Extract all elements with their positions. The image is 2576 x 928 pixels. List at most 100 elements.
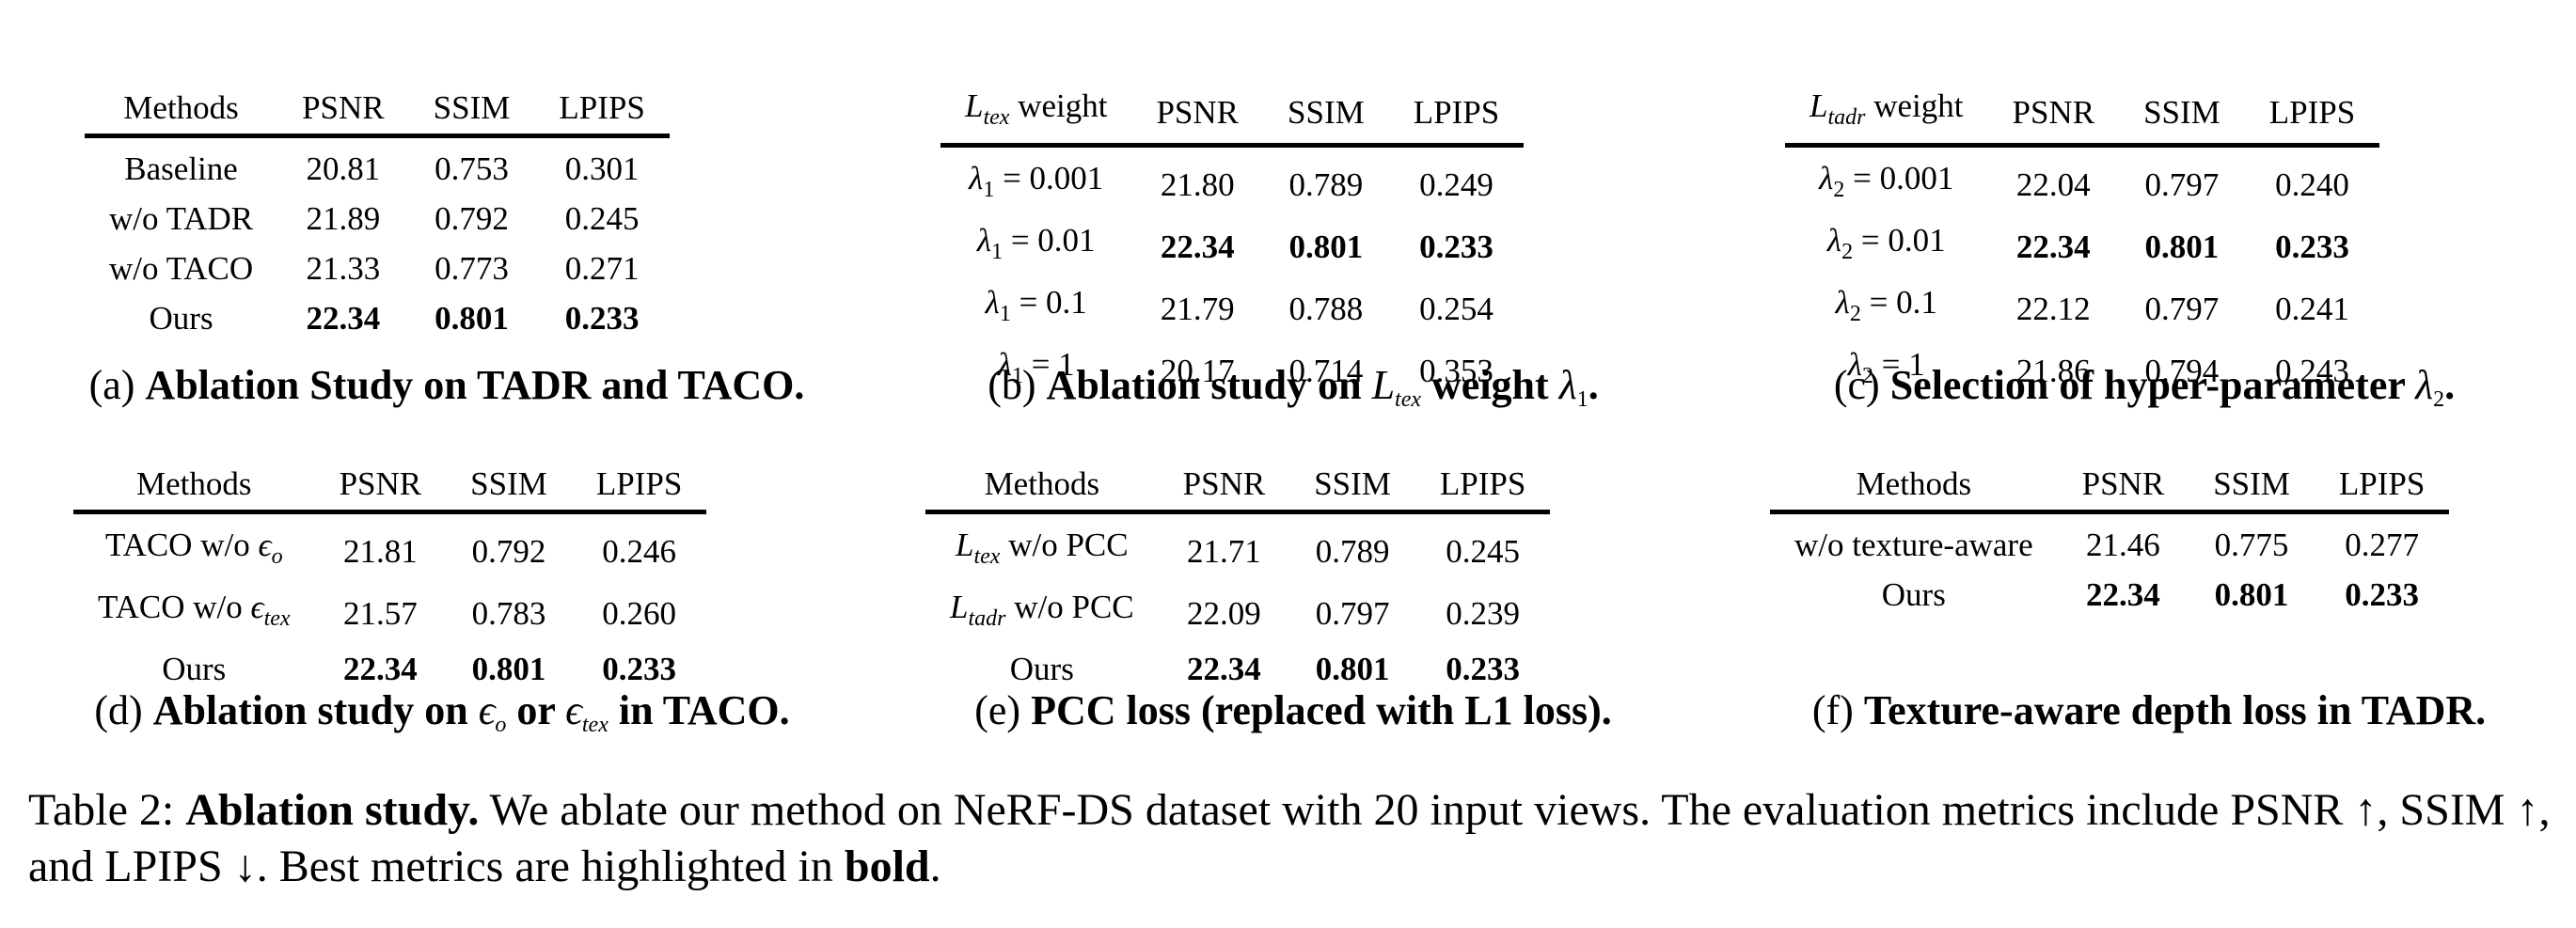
table-row: w/o texture-aware 21.46 0.775 0.277 — [1770, 512, 2449, 571]
psnr-cell: 22.12 — [2015, 290, 2091, 327]
col-header: Methods — [73, 457, 315, 514]
col-header: Ltadr weight — [1785, 81, 1988, 148]
caption-f: (f) Texture-aware depth loss in TADR. — [1811, 687, 2487, 733]
table-row: λ1 = 0.1 21.79 0.788 0.254 — [940, 277, 1524, 339]
lpips-cell: 0.301 — [564, 150, 640, 187]
psnr-cell: 22.34 — [1160, 228, 1235, 265]
col-header: PSNR — [277, 81, 409, 138]
caption-b: (b) Ablation study on Ltex weight λ1. — [988, 362, 1599, 412]
lpips-cell: 0.241 — [2275, 290, 2349, 327]
ssim-cell: 0.801 — [1315, 651, 1390, 687]
psnr-cell: 22.34 — [306, 300, 381, 337]
table-header: Ltadr weight PSNR SSIM LPIPS — [1785, 81, 2380, 148]
table-c: Ltadr weight PSNR SSIM LPIPS λ2 = 0.001 … — [1785, 81, 2380, 401]
table-e: Methods PSNR SSIM LPIPS Ltex w/o PCC 21.… — [925, 457, 1551, 694]
lpips-cell: 0.233 — [564, 300, 640, 337]
lpips-cell: 0.240 — [2275, 165, 2349, 203]
row-label: w/o TADR — [109, 200, 254, 237]
psnr-cell: 22.09 — [1187, 594, 1261, 632]
caption-title: Ablation study. — [185, 785, 480, 835]
psnr-cell: 22.34 — [1187, 651, 1261, 687]
psnr-cell: 20.17 — [1160, 352, 1235, 389]
col-header: Methods — [85, 81, 278, 138]
ssim-cell: 0.797 — [1315, 594, 1390, 632]
psnr-cell: 21.57 — [342, 594, 418, 632]
table-row: Ours 22.34 0.801 0.233 — [73, 644, 706, 694]
row-label: Ltex w/o PCC — [956, 527, 1129, 569]
table-row: Ours 22.34 0.801 0.233 — [85, 293, 670, 343]
lpips-cell: 0.271 — [564, 250, 640, 287]
ssim-cell: 0.714 — [1288, 352, 1364, 389]
table-row: Ltex w/o PCC 21.71 0.789 0.245 — [925, 512, 1550, 583]
row-label: Ours — [162, 651, 227, 687]
col-header: SSIM — [2189, 457, 2315, 514]
ssim-cell: 0.801 — [435, 300, 509, 337]
row-label: λ1 = 0.001 — [969, 160, 1104, 202]
row-label: λ1 = 1 — [997, 346, 1075, 388]
col-header: LPIPS — [1414, 457, 1551, 514]
table-row: Ltadr w/o PCC 22.09 0.797 0.239 — [925, 582, 1550, 644]
lpips-cell: 0.233 — [602, 651, 676, 687]
psnr-cell: 21.80 — [1160, 165, 1235, 203]
table-row: λ2 = 0.001 22.04 0.797 0.240 — [1785, 146, 2379, 216]
table-a: Methods PSNR SSIM LPIPS Baseline 20.81 0… — [85, 81, 670, 343]
psnr-cell: 21.86 — [2015, 352, 2091, 389]
row-label: λ1 = 0.01 — [976, 222, 1096, 264]
row-label: Ours — [1009, 651, 1074, 687]
psnr-cell: 20.81 — [306, 150, 381, 187]
row-label: TACO w/o ϵtex — [98, 589, 291, 631]
caption-body: We ablate our method on NeRF-DS dataset … — [28, 785, 2551, 891]
lpips-cell: 0.233 — [2345, 576, 2419, 613]
lpips-cell: 0.246 — [602, 532, 676, 570]
lpips-cell: 0.249 — [1419, 165, 1493, 203]
col-header: PSNR — [1987, 81, 2120, 148]
caption-a: (a) Ablation Study on TADR and TACO. — [47, 361, 846, 409]
col-header: SSIM — [408, 81, 535, 138]
row-label: Ours — [1881, 576, 1946, 613]
col-header: Methods — [925, 457, 1159, 514]
table-header: Methods PSNR SSIM LPIPS — [925, 457, 1551, 514]
table-row: λ1 = 0.001 21.80 0.789 0.249 — [940, 146, 1524, 216]
ssim-cell: 0.775 — [2214, 527, 2289, 563]
row-label: Baseline — [124, 150, 238, 187]
psnr-cell: 22.34 — [342, 651, 418, 687]
table-row: TACO w/o ϵtex 21.57 0.783 0.260 — [73, 582, 706, 644]
col-header: SSIM — [2119, 81, 2245, 148]
lpips-cell: 0.245 — [1446, 532, 1521, 570]
ssim-cell: 0.801 — [2144, 228, 2220, 265]
table-f: Methods PSNR SSIM LPIPS w/o texture-awar… — [1770, 457, 2450, 620]
ssim-cell: 0.801 — [2214, 576, 2289, 613]
col-header: Ltex weight — [940, 81, 1132, 148]
table-b: Ltex weight PSNR SSIM LPIPS λ1 = 0.001 2… — [940, 81, 1525, 401]
table-header: Ltex weight PSNR SSIM LPIPS — [940, 81, 1525, 148]
row-label: λ2 = 0.001 — [1819, 160, 1954, 202]
caption-tag: (a) — [88, 362, 135, 408]
table-row: Ours 22.34 0.801 0.233 — [1770, 570, 2449, 620]
col-header: LPIPS — [1388, 81, 1525, 148]
col-header: SSIM — [1289, 457, 1415, 514]
row-label: Ours — [149, 300, 213, 337]
lpips-cell: 0.353 — [1419, 352, 1493, 389]
ssim-cell: 0.801 — [471, 651, 546, 687]
lpips-cell: 0.260 — [602, 594, 676, 632]
ssim-cell: 0.788 — [1288, 290, 1364, 327]
lpips-cell: 0.277 — [2345, 527, 2419, 563]
table-row: λ2 = 0.01 22.34 0.801 0.233 — [1785, 215, 2379, 277]
lpips-cell: 0.233 — [2275, 228, 2349, 265]
table-header: Methods PSNR SSIM LPIPS — [1770, 457, 2450, 514]
table-row: w/o TACO 21.33 0.773 0.271 — [85, 244, 670, 293]
ssim-cell: 0.789 — [1315, 532, 1390, 570]
col-header: PSNR — [1131, 81, 1264, 148]
row-label: w/o TACO — [109, 250, 254, 287]
table-caption: Table 2: Ablation study. We ablate our m… — [28, 785, 2551, 891]
psnr-cell: 22.04 — [2015, 165, 2091, 203]
col-header: PSNR — [2057, 457, 2189, 514]
col-header: PSNR — [1158, 457, 1290, 514]
ssim-cell: 0.773 — [435, 250, 509, 287]
col-header: LPIPS — [2314, 457, 2450, 514]
table-row: Baseline 20.81 0.753 0.301 — [85, 136, 670, 195]
lpips-cell: 0.239 — [1446, 594, 1521, 632]
row-label: λ2 = 0.01 — [1826, 222, 1946, 264]
ssim-cell: 0.797 — [2144, 290, 2220, 327]
psnr-cell: 21.33 — [306, 250, 381, 287]
